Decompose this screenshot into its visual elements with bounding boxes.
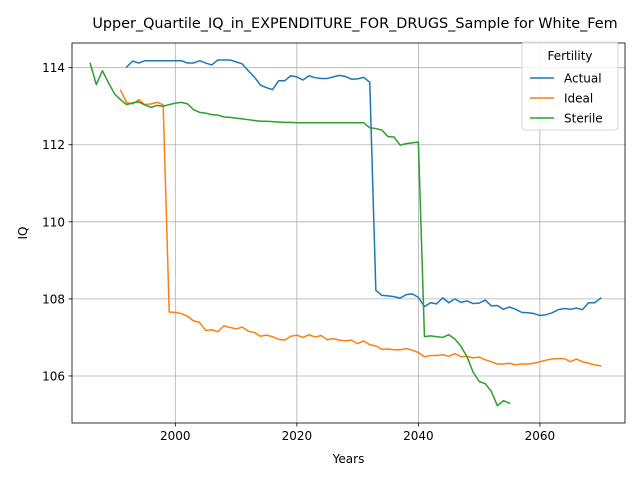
legend: Fertility Actual Ideal Sterile (521, 41, 619, 131)
x-tick-label: 2040 (403, 429, 434, 443)
series-line-actual (125, 59, 602, 317)
chart-title: Upper_Quartile_IQ_in_EXPENDITURE_FOR_DRU… (92, 16, 617, 32)
legend-label-ideal: Ideal (564, 92, 593, 106)
y-tick-label: 110 (42, 215, 65, 229)
legend-box (521, 41, 619, 131)
series-line-sterile (89, 62, 511, 407)
legend-label-sterile: Sterile (564, 112, 603, 126)
y-tick-label: 108 (42, 292, 65, 306)
y-tick-label: 112 (42, 138, 65, 152)
legend-label-actual: Actual (564, 72, 602, 86)
legend-title: Fertility (547, 49, 592, 63)
x-axis-title: Years (332, 452, 365, 466)
plot-frame (71, 42, 626, 424)
x-tick-label: 2020 (282, 429, 313, 443)
series-lines (89, 59, 602, 407)
y-tick-label: 106 (42, 369, 65, 383)
axis-ticks: 2000 2020 2040 2060 106 108 110 112 114 (42, 61, 555, 443)
legend-items: Actual Ideal Sterile (530, 72, 603, 126)
y-tick-label: 114 (42, 61, 65, 75)
x-tick-label: 2060 (525, 429, 556, 443)
series-line-ideal (119, 89, 602, 367)
y-axis-title: IQ (16, 227, 30, 240)
x-tick-label: 2000 (160, 429, 191, 443)
